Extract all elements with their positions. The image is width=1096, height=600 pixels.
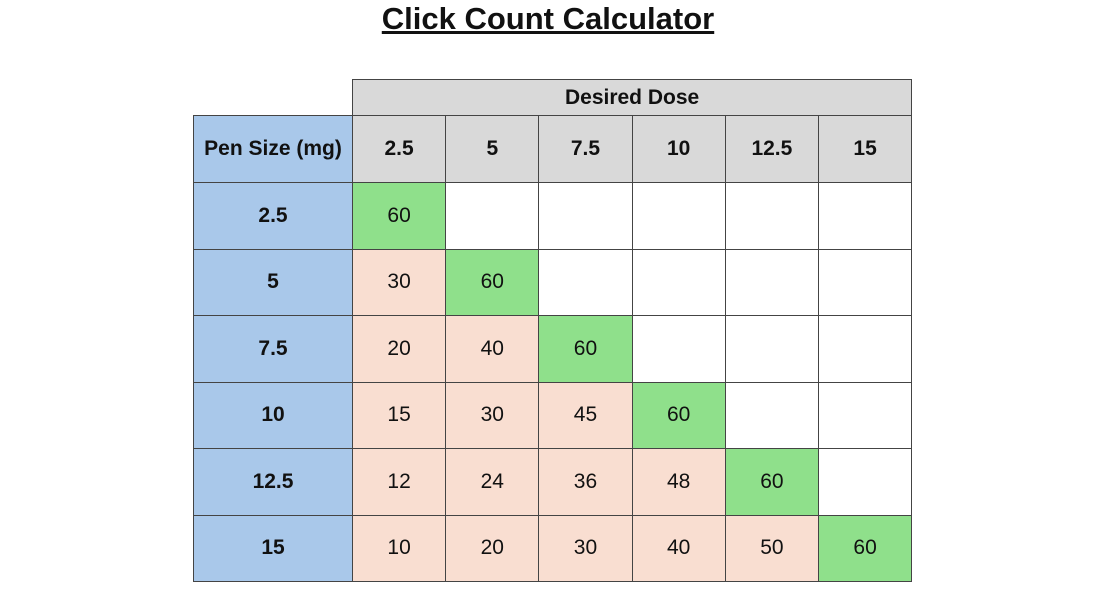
- cell: 30: [445, 381, 540, 449]
- cell: 60: [724, 448, 819, 516]
- cell: [631, 248, 726, 316]
- cell: 10: [352, 514, 447, 582]
- cell: 20: [445, 514, 540, 582]
- cell: [538, 248, 633, 316]
- row-header: 10: [193, 381, 353, 449]
- cell: 60: [445, 248, 540, 316]
- cell: [445, 182, 540, 250]
- cell: 36: [538, 448, 633, 516]
- cell: [631, 182, 726, 250]
- cell: 45: [538, 381, 633, 449]
- cell: [724, 248, 819, 316]
- title: Click Count Calculator: [381, 1, 715, 36]
- cell: 15: [352, 381, 447, 449]
- cell: 40: [631, 514, 726, 582]
- cell: 60: [631, 381, 726, 449]
- cell: 12: [352, 448, 447, 516]
- row-header: 2.5: [193, 182, 353, 250]
- column-header: 7.5: [538, 115, 633, 183]
- cell: 60: [818, 514, 913, 582]
- cell: 30: [538, 514, 633, 582]
- cell: [631, 315, 726, 383]
- cell: 20: [352, 315, 447, 383]
- column-header: 10: [631, 115, 726, 183]
- column-header: 12.5: [724, 115, 819, 183]
- cell: [724, 381, 819, 449]
- cell: 60: [538, 315, 633, 383]
- cell: [724, 182, 819, 250]
- column-header: 5: [445, 115, 540, 183]
- cell: 30: [352, 248, 447, 316]
- cell: 24: [445, 448, 540, 516]
- cell: [818, 448, 913, 516]
- row-header: 7.5: [193, 315, 353, 383]
- cell: [818, 182, 913, 250]
- group-header: Desired Dose: [352, 79, 913, 116]
- cell: [818, 315, 913, 383]
- cell: [724, 315, 819, 383]
- column-header: 15: [818, 115, 913, 183]
- corner-header: Pen Size (mg): [193, 115, 353, 183]
- cell: 60: [352, 182, 447, 250]
- row-header: 15: [193, 514, 353, 582]
- row-header: 12.5: [193, 448, 353, 516]
- column-header: 2.5: [352, 115, 447, 183]
- row-header: 5: [193, 248, 353, 316]
- cell: 40: [445, 315, 540, 383]
- cell: [818, 381, 913, 449]
- cell: 48: [631, 448, 726, 516]
- cell: [538, 182, 633, 250]
- cell: [818, 248, 913, 316]
- cell: 50: [724, 514, 819, 582]
